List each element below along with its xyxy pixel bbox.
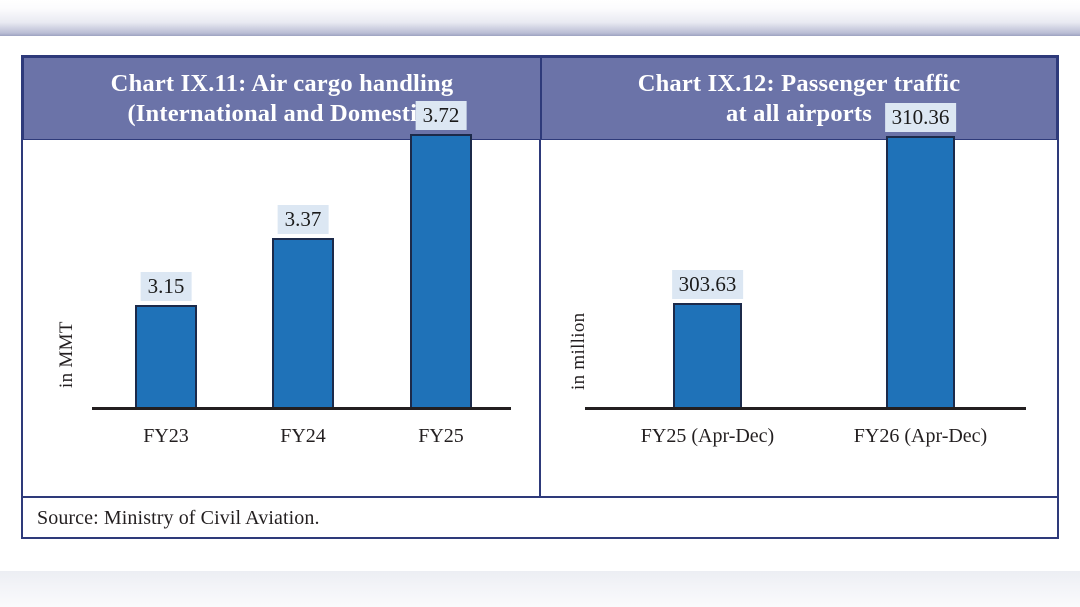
bar-ix-12-fy25: 303.63 FY25 (Apr-Dec) bbox=[641, 270, 774, 447]
chart-titles-header: Chart IX.11: Air cargo handling (Interna… bbox=[23, 57, 1057, 140]
chart-panel-ix-11: in MMT 3.15 FY23 3.37 FY24 3.72 FY25 bbox=[23, 101, 541, 496]
x-axis-line-ix-12 bbox=[585, 407, 1026, 410]
chart-panels-row: in MMT 3.15 FY23 3.37 FY24 3.72 FY25 bbox=[23, 101, 1057, 496]
x-axis-line-ix-11 bbox=[92, 407, 511, 410]
chart-title-ix-11-line2: (International and Domestic) bbox=[127, 99, 437, 127]
bar-value-label-ix-11-fy23: 3.15 bbox=[140, 272, 192, 301]
source-note-text: Source: Ministry of Civil Aviation. bbox=[37, 507, 320, 529]
plot-area-ix-12: in million 303.63 FY25 (Apr-Dec) 310.36 … bbox=[541, 103, 1057, 496]
y-axis-label-ix-11: in MMT bbox=[56, 321, 77, 388]
bar-value-label-ix-11-fy25: 3.72 bbox=[415, 101, 467, 130]
bar-value-label-ix-11-fy24: 3.37 bbox=[277, 205, 329, 234]
chart-title-ix-12: Chart IX.12: Passenger traffic at all ai… bbox=[541, 57, 1057, 140]
charts-figure-frame: Chart IX.11: Air cargo handling (Interna… bbox=[21, 55, 1059, 539]
chart-title-ix-12-line1: Chart IX.12: Passenger traffic bbox=[637, 69, 961, 97]
bar-ix-11-fy24: 3.37 FY24 bbox=[272, 205, 334, 447]
bar-ix-12-fy26: 310.36 FY26 (Apr-Dec) bbox=[854, 103, 987, 447]
bar-value-label-ix-12-fy25: 303.63 bbox=[671, 270, 744, 299]
source-note-row: Source: Ministry of Civil Aviation. bbox=[23, 496, 1057, 539]
bar-ix-11-fy25: 3.72 FY25 bbox=[410, 101, 472, 447]
chart-title-ix-12-line2: at all airports bbox=[726, 99, 872, 127]
chart-panel-ix-12: in million 303.63 FY25 (Apr-Dec) 310.36 … bbox=[541, 103, 1057, 496]
x-axis-tick-ix-12-fy26: FY26 (Apr-Dec) bbox=[853, 425, 988, 447]
x-axis-tick-ix-11-fy23: FY23 bbox=[143, 425, 189, 447]
plot-area-ix-11: in MMT 3.15 FY23 3.37 FY24 3.72 FY25 bbox=[23, 101, 539, 496]
x-axis-tick-ix-11-fy24: FY24 bbox=[280, 425, 326, 447]
bar-ix-11-fy23: 3.15 FY23 bbox=[135, 272, 197, 447]
chart-title-ix-11-line1: Chart IX.11: Air cargo handling bbox=[110, 69, 454, 97]
x-axis-tick-ix-11-fy25: FY25 bbox=[418, 425, 464, 447]
bar-value-label-ix-12-fy26: 310.36 bbox=[884, 103, 957, 132]
chart-title-ix-11: Chart IX.11: Air cargo handling (Interna… bbox=[23, 57, 541, 140]
page-bottom-gradient-band bbox=[0, 571, 1080, 607]
page-top-gradient-band bbox=[0, 0, 1080, 36]
x-axis-tick-ix-12-fy25: FY25 (Apr-Dec) bbox=[640, 425, 775, 447]
y-axis-label-ix-12: in million bbox=[568, 312, 589, 390]
